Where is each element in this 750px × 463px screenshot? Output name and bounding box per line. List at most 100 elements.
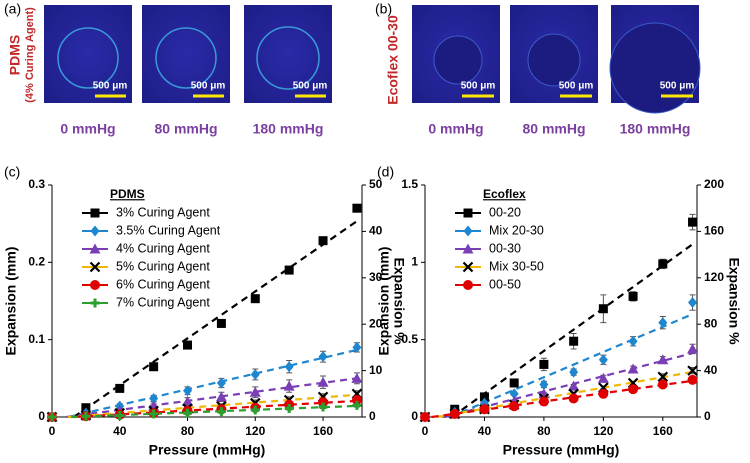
marker [352,341,362,353]
legend-label: 00-50 [489,277,521,291]
y2-tick-label: 80 [704,316,718,330]
marker [479,392,489,402]
marker [183,385,193,397]
legend-label: 6% Curing Agent [116,277,210,291]
scale-bar-label: 500 μm [461,81,496,92]
x-tick-label: 120 [245,424,265,438]
pressure-label: 80 mmHg [154,121,217,137]
micrograph: 500 μm [510,5,598,103]
marker [539,359,549,369]
y-axis-label: Expansion (mm) [3,247,19,356]
legend-label: 4% Curing Agent [116,241,210,255]
legend-label: Mix 20-30 [489,223,544,237]
legend-label: 00-30 [489,241,521,255]
y2-tick-label: 200 [704,177,724,191]
marker [687,343,699,354]
marker [318,236,328,246]
y-tick-label: 0 [411,409,418,423]
y-tick-label: 0.2 [28,255,45,269]
marker [627,363,639,374]
micrograph: 500 μm [412,5,500,103]
marker [657,354,669,365]
legend-label: 00-20 [489,205,521,219]
marker [47,412,57,422]
marker [568,393,579,404]
axes [51,185,363,418]
legend-label: 7% Curing Agent [116,295,210,309]
marker [90,298,100,308]
y2-axis-label: Expansion % [391,257,407,345]
marker [90,208,100,218]
sample-name: Ecoflex 00-30 [385,15,401,105]
marker [249,386,261,397]
x-tick-label: 80 [537,424,551,438]
sample-note: (4% Curing Agent) [24,7,36,103]
x-axis-label: Pressure (mmHg) [149,442,266,458]
y2-tick-label: 40 [369,224,383,238]
fit-line [66,377,358,419]
marker [182,396,194,407]
micrograph: 500 μm [609,5,701,114]
marker [149,409,159,419]
marker [81,411,91,421]
marker [628,384,639,395]
pressure-label: 0 mmHg [428,121,483,137]
y2-tick-label: 120 [704,270,724,284]
marker [89,261,101,273]
marker [687,374,698,385]
y2-tick-label: 0 [704,409,711,423]
marker [688,217,698,227]
panel-label: (c) [4,164,20,180]
panel-label: (a) [4,1,21,17]
panel-label: (d) [377,164,394,180]
legend-title: Ecoflex [483,187,526,201]
marker [568,380,580,391]
micrograph: 500 μm [142,5,230,103]
fit-line [73,220,358,418]
marker [509,401,520,412]
marker [509,388,519,400]
scale-bar-label: 500 μm [559,81,594,92]
x-tick-label: 0 [422,424,429,438]
x-tick-label: 40 [113,424,127,438]
legend-label: 5% Curing Agent [116,259,210,273]
marker [89,243,101,254]
y2-tick-label: 10 [369,363,383,377]
marker [183,340,193,350]
marker [352,400,362,410]
marker [284,361,294,373]
marker [318,397,329,408]
x-tick-label: 160 [653,424,673,438]
marker [598,304,608,314]
marker [538,396,549,407]
marker [216,318,226,328]
pressure-label: 180 mmHg [253,121,324,137]
marker [463,280,473,290]
marker [318,351,328,363]
marker [250,405,260,415]
marker [90,225,100,237]
micrograph: 500 μm [244,5,332,103]
fit-line [71,404,357,419]
fit-line [449,313,693,419]
marker [90,280,100,290]
marker [598,354,608,366]
marker [149,392,159,404]
y2-tick-label: 50 [369,177,383,191]
marker [688,297,698,309]
y2-tick-label: 40 [704,363,718,377]
y-tick-label: 0.1 [28,332,45,346]
legend-label: Mix 30-50 [489,259,544,273]
scale-bar-label: 500 μm [93,81,128,92]
sample-name: PDMS [7,35,23,75]
marker [283,380,295,391]
marker [463,225,473,237]
y2-axis-label: Expansion % [726,257,742,345]
axes [424,185,698,418]
marker [216,377,226,389]
fit-line [451,243,694,418]
legend-title: PDMS [110,187,145,201]
marker [351,372,363,383]
legend-label: 3% Curing Agent [116,205,210,219]
marker [250,294,260,304]
